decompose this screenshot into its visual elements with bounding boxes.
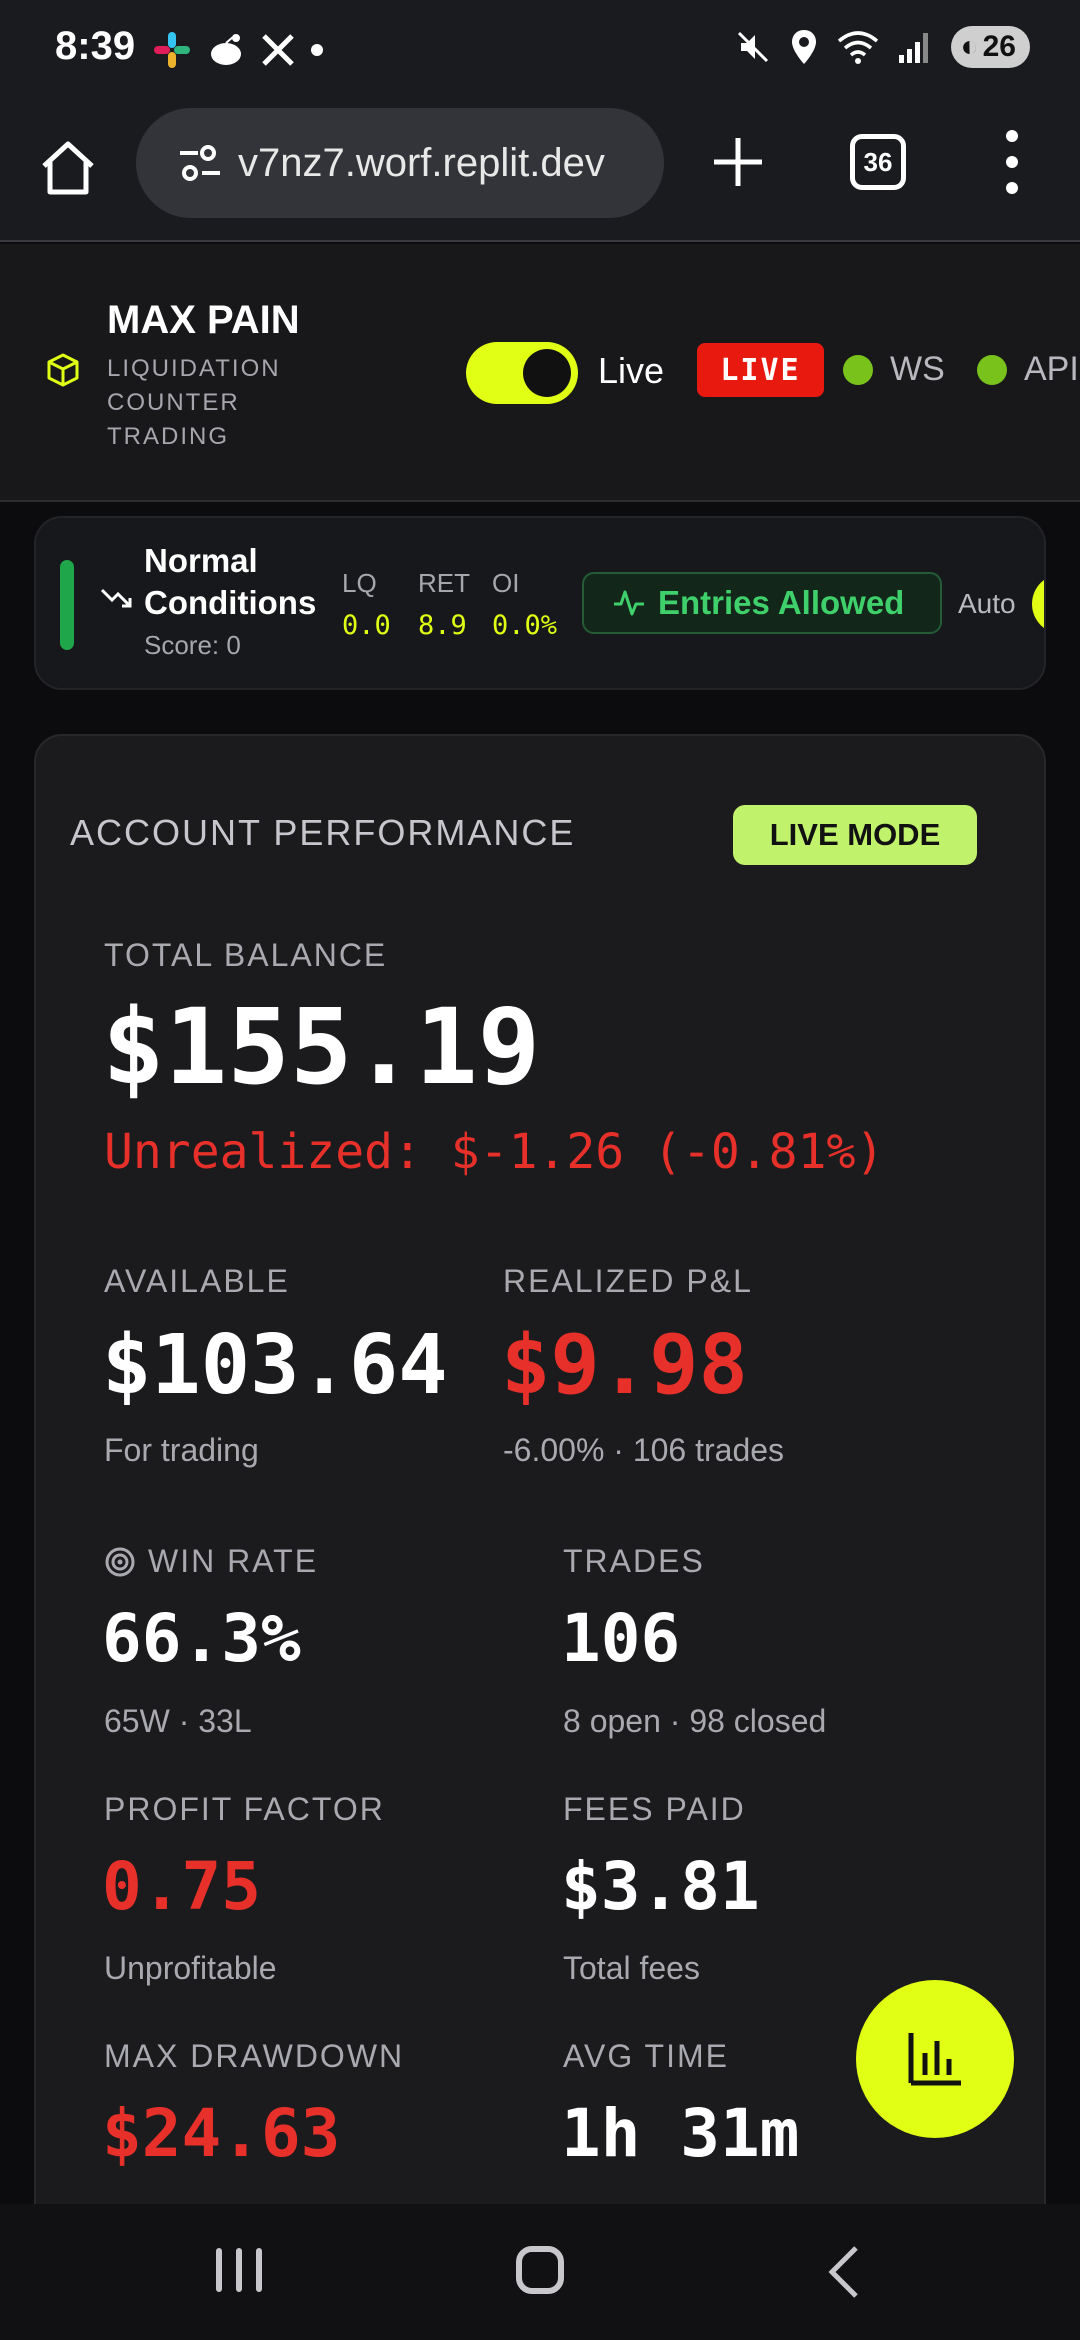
ws-status-dot [843, 355, 873, 385]
fees-paid-label: FEES PAID [563, 1791, 746, 1827]
app-header: MAX PAIN LIQUIDATION COUNTER TRADING Liv… [0, 244, 1080, 502]
available-sub: For trading [104, 1432, 259, 1468]
api-status-label: API [1024, 350, 1079, 388]
win-rate-sub: 65W · 33L [104, 1703, 252, 1739]
app-title: MAX PAIN [107, 298, 300, 342]
total-balance-value: $155.19 [102, 986, 541, 1108]
entries-allowed-label: Entries Allowed [658, 584, 905, 621]
auto-toggle[interactable] [1032, 574, 1044, 634]
cube-icon [47, 353, 79, 387]
signal-icon [898, 33, 928, 63]
more-dot-icon [311, 44, 323, 56]
live-mode-badge: LIVE MODE [733, 805, 977, 865]
avg-time-label: AVG TIME [563, 2038, 729, 2074]
recent-apps-icon[interactable] [216, 2248, 262, 2292]
oi-label: OI [492, 568, 520, 598]
unrealized-pnl: Unrealized: $-1.26 (-0.81%) [104, 1124, 885, 1180]
trades-label: TRADES [563, 1543, 705, 1579]
toggle-knob [523, 349, 571, 397]
status-time: 8:39 [55, 24, 136, 68]
api-status-dot [977, 355, 1007, 385]
profit-factor-label: PROFIT FACTOR [104, 1791, 385, 1827]
live-badge: LIVE [697, 343, 824, 397]
new-tab-icon[interactable] [708, 132, 768, 192]
home-icon[interactable] [36, 136, 100, 200]
available-value: $103.64 [102, 1318, 448, 1413]
condition-indicator-bar [60, 560, 74, 650]
reddit-icon [211, 34, 241, 65]
max-drawdown-value: $24.63 [102, 2095, 341, 2172]
max-drawdown-label: MAX DRAWDOWN [104, 2038, 405, 2074]
system-nav-bar [0, 2204, 1080, 2340]
address-bar[interactable]: v7nz7.worf.replit.dev [136, 108, 664, 218]
condition-title: Normal Conditions [144, 542, 317, 621]
available-label: AVAILABLE [104, 1263, 290, 1299]
lq-value: 0.0 [342, 610, 391, 641]
battery-level: 26 [982, 30, 1016, 63]
x-icon [262, 34, 294, 66]
entries-allowed-badge: Entries Allowed [582, 572, 942, 634]
trades-sub: 8 open · 98 closed [563, 1703, 827, 1739]
chart-fab-button[interactable] [856, 1980, 1014, 2138]
ws-status-label: WS [890, 350, 945, 388]
ret-label: RET [418, 568, 470, 598]
fees-paid-sub: Total fees [563, 1950, 700, 1986]
site-settings-icon[interactable] [176, 139, 224, 187]
browser-menu-icon[interactable] [1000, 130, 1024, 194]
browser-toolbar: v7nz7.worf.replit.dev 36 [0, 100, 1080, 242]
realized-pnl-sub: -6.00% · 106 trades [503, 1432, 785, 1468]
avg-time-value: 1h 31m [561, 2095, 800, 2172]
slack-icon [154, 32, 190, 68]
oi-value: 0.0% [492, 610, 558, 641]
app-subtitle: LIQUIDATION COUNTER TRADING [107, 355, 281, 450]
notification-icons [152, 30, 324, 70]
profit-factor-value: 0.75 [102, 1848, 261, 1925]
account-performance-card [34, 734, 1046, 2234]
win-rate-value: 66.3% [102, 1600, 301, 1677]
total-balance-label: TOTAL BALANCE [104, 937, 388, 973]
system-icons: ◐ 26 [735, 26, 1030, 68]
location-icon [791, 30, 816, 64]
profit-factor-sub: Unprofitable [104, 1950, 277, 1986]
url-text[interactable]: v7nz7.worf.replit.dev [238, 140, 605, 185]
auto-label: Auto [958, 588, 1016, 619]
bar-chart-icon [908, 2033, 961, 2086]
ret-value: 8.9 [418, 610, 467, 641]
fees-paid-value: $3.81 [561, 1848, 760, 1925]
lq-label: LQ [342, 568, 377, 598]
market-conditions-card: Normal Conditions Score: 0 LQ 0.0 RET 8.… [34, 516, 1046, 690]
condition-score: Score: 0 [144, 630, 241, 660]
realized-pnl-value: $9.98 [501, 1318, 748, 1413]
battery-indicator: ◐ 26 [950, 26, 1030, 68]
win-rate-label: WIN RATE [148, 1543, 319, 1579]
live-mode-toggle[interactable] [466, 342, 578, 404]
activity-icon [614, 590, 644, 616]
realized-pnl-label: REALIZED P&L [503, 1263, 753, 1299]
back-icon[interactable] [826, 2244, 862, 2300]
trades-value: 106 [561, 1600, 681, 1677]
target-icon [105, 1547, 135, 1577]
wifi-icon [837, 31, 878, 64]
trend-down-icon [100, 588, 132, 608]
battery-saver-icon: ◐ [960, 30, 979, 63]
toggle-label: Live [598, 350, 665, 391]
status-bar: 8:39 [0, 0, 1080, 100]
mute-icon [737, 31, 768, 63]
home-nav-icon[interactable] [516, 2246, 564, 2294]
tab-switcher-button[interactable]: 36 [850, 134, 906, 190]
performance-title: ACCOUNT PERFORMANCE [70, 812, 576, 853]
